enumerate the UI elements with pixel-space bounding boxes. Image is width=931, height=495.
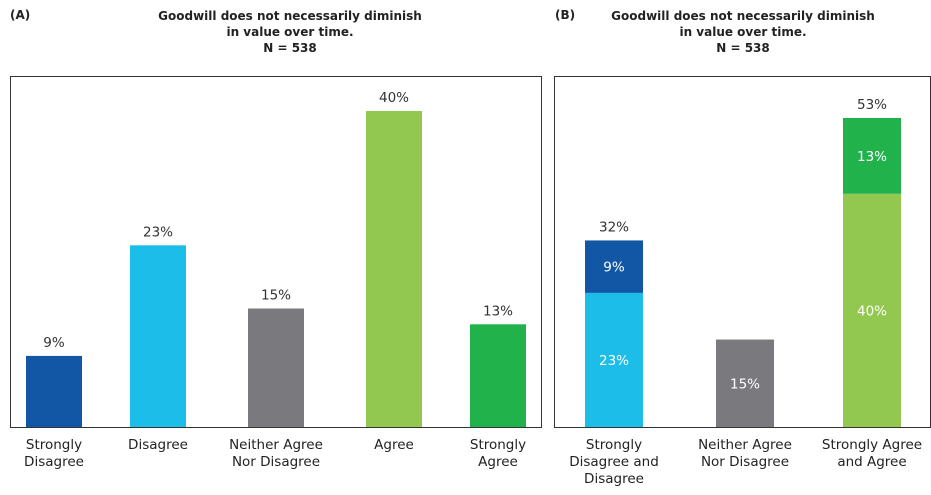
panel-a-title: Goodwill does not necessarily diminish i…: [110, 8, 470, 56]
panel-b-total-label-2: 53%: [857, 97, 887, 113]
panel-a-category-label-2: Neither Agree Nor Disagree: [229, 437, 323, 470]
panel-b-category-label-0: Strongly Disagree and Disagree: [569, 437, 659, 487]
panel-a-title-line-2: in value over time.: [226, 25, 354, 39]
panel-a-title-line-3: N = 538: [263, 41, 317, 55]
panel-b-bar-2-segment-0: [843, 193, 901, 427]
panel-a-value-label-4: 13%: [483, 303, 513, 319]
panel-a-bar-4: [470, 324, 526, 427]
panel-b-total-label-0: 32%: [599, 219, 629, 235]
panel-a-bar-3: [366, 111, 422, 427]
panel-a-value-label-1: 23%: [143, 224, 173, 240]
panel-b-bar-0-segment-0: [585, 292, 643, 427]
panel-b-segment-label-2-0: 40%: [857, 303, 887, 319]
panel-b-category-label-2: Strongly Agree and Agree: [821, 437, 923, 470]
panel-a-value-label-0: 9%: [43, 335, 65, 351]
panel-a-category-label-3: Agree: [374, 437, 414, 453]
panel-b-bar-1-segment-0: [716, 339, 774, 427]
panel-b-segment-label-1-0: 15%: [730, 376, 760, 392]
panel-a-frame: [10, 76, 542, 428]
panel-a-category-label-1: Disagree: [128, 437, 188, 453]
panel-b-label: (B): [555, 8, 576, 22]
panel-b-segment-label-2-1: 13%: [857, 149, 887, 165]
panel-a-category-label-0: Strongly Disagree: [24, 437, 84, 470]
panel-a-bar-1: [130, 245, 186, 427]
panel-a-bar-2: [248, 308, 304, 427]
panel-b-title-line-3: N = 538: [716, 41, 770, 55]
panel-b-category-label-1: Neither Agree Nor Disagree: [698, 437, 792, 470]
panel-a-value-label-3: 40%: [379, 90, 409, 106]
panel-a-title-line-1: Goodwill does not necessarily diminish: [158, 9, 422, 23]
panel-b-title: Goodwill does not necessarily diminish i…: [578, 8, 908, 56]
panel-b-segment-label-0-0: 23%: [599, 353, 629, 369]
panel-a-bar-0: [26, 355, 82, 427]
panel-b-bar-0-segment-1: [585, 240, 643, 293]
panel-b-title-line-1: Goodwill does not necessarily diminish: [611, 9, 875, 23]
panel-b-title-line-2: in value over time.: [679, 25, 807, 39]
panel-a-label: (A): [10, 8, 31, 22]
panel-b-segment-label-0-1: 9%: [603, 260, 625, 276]
panel-a-value-label-2: 15%: [261, 288, 291, 304]
panel-b-bar-2-segment-1: [843, 118, 901, 194]
panel-a-category-label-4: Strongly Agree: [469, 437, 527, 470]
